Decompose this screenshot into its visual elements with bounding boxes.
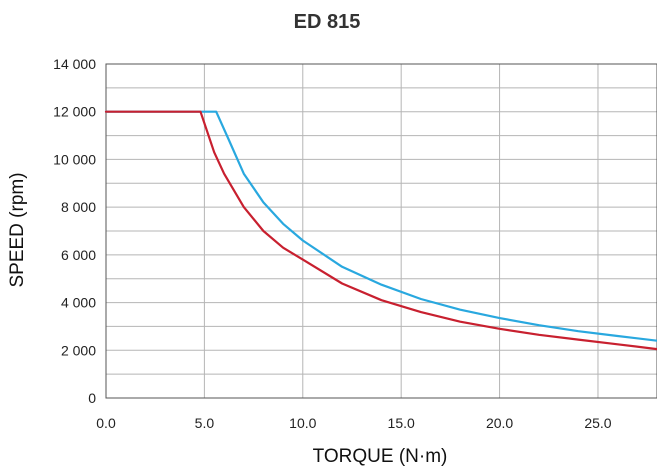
x-tick-label: 0.0 [96, 415, 116, 431]
x-axis-label: TORQUE (N·m) [313, 446, 448, 467]
chart-title: ED 815 [294, 11, 361, 33]
x-tick-label: 15.0 [388, 415, 415, 431]
y-tick-label: 8 000 [61, 199, 96, 215]
y-tick-label: 0 [88, 390, 96, 406]
plot-frame [105, 63, 657, 399]
y-tick-label: 12 000 [53, 104, 96, 120]
x-tick-label: 5.0 [195, 415, 215, 431]
x-tick-labels: 0.0 5.0 10.0 15.0 20.0 25.0 [96, 415, 612, 431]
x-tick-label: 10.0 [289, 415, 316, 431]
y-tick-labels: 0 2 000 4 000 6 000 8 000 10 000 12 000 14 000 [53, 56, 96, 406]
y-axis-label: SPEED (rpm) [7, 172, 28, 287]
y-tick-label: 2 000 [61, 342, 96, 358]
y-tick-label: 14 000 [53, 56, 96, 72]
y-tick-label: 4 000 [61, 295, 96, 311]
y-tick-label: 6 000 [61, 247, 96, 263]
x-tick-label: 20.0 [486, 415, 513, 431]
grid [106, 63, 657, 399]
series-line-2 [104, 110, 657, 351]
series-lines [104, 110, 657, 351]
series-line-1 [104, 110, 657, 342]
y-tick-label: 10 000 [53, 151, 96, 167]
x-tick-label: 25.0 [584, 415, 611, 431]
